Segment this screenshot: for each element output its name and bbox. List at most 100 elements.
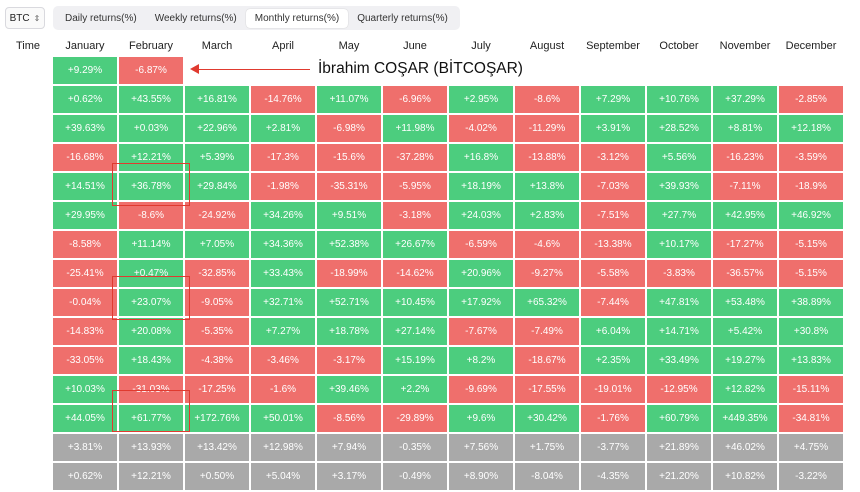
return-cell: +7.27% <box>251 318 315 345</box>
table-row: 2022 -16.68% +12.21% +5.39% -17.3% -15.6% -37.… <box>5 144 843 171</box>
return-cell: +9.29% <box>53 57 117 84</box>
return-cell: +37.29% <box>713 86 777 113</box>
return-cell: -1.6% <box>251 376 315 403</box>
column-header-month: August <box>529 39 565 52</box>
return-cell: -8.58% <box>53 231 117 258</box>
table-row: 2013 +44.05% +61.77% +172.76% +50.01% -8.56% -… <box>5 405 843 432</box>
return-cell: -14.83% <box>53 318 117 345</box>
return-cell: -3.17% <box>317 347 381 374</box>
return-cell: -7.51% <box>581 202 645 229</box>
tab-monthly-returns[interactable]: Monthly returns(%) <box>245 8 349 28</box>
return-cell: +24.03% <box>449 202 513 229</box>
return-cell: +60.79% <box>647 405 711 432</box>
tab-quarterly-returns[interactable]: Quarterly returns(%) <box>357 12 448 24</box>
return-cell: +7.29% <box>581 86 645 113</box>
return-cell: +18.43% <box>119 347 183 374</box>
column-header-month: December <box>785 39 837 52</box>
return-cell: +21.89% <box>647 434 711 461</box>
column-header-month: July <box>471 39 491 52</box>
tab-weekly-returns[interactable]: Weekly returns(%) <box>154 12 237 24</box>
return-cell: -5.15% <box>779 231 843 258</box>
return-cell: -15.11% <box>779 376 843 403</box>
return-cell: +1.75% <box>515 434 579 461</box>
return-cell: -9.27% <box>515 260 579 287</box>
return-cell: +10.45% <box>383 289 447 316</box>
return-cell: -1.76% <box>581 405 645 432</box>
return-cell: +0.62% <box>53 86 117 113</box>
return-cell: +33.49% <box>647 347 711 374</box>
return-cell: +3.81% <box>53 434 117 461</box>
return-cell: -17.3% <box>251 144 315 171</box>
return-cell: +4.75% <box>779 434 843 461</box>
year-label: 2024 <box>16 94 40 105</box>
column-header-month: January <box>65 39 105 52</box>
return-cell: +6.04% <box>581 318 645 345</box>
column-header-month: November <box>719 39 771 52</box>
return-cell: +172.76% <box>185 405 249 432</box>
year-label: 2021 <box>16 181 40 192</box>
tab-daily-returns[interactable]: Daily returns(%) <box>65 12 137 24</box>
column-header-month: April <box>271 39 294 52</box>
return-cell: -13.88% <box>515 144 579 171</box>
return-cell: +13.8% <box>515 173 579 200</box>
highlight-box-2021-february <box>112 163 190 206</box>
return-cell: +46.92% <box>779 202 843 229</box>
return-cell: -13.38% <box>581 231 645 258</box>
return-cell: -8.6% <box>119 202 183 229</box>
return-cell: +34.26% <box>251 202 315 229</box>
return-cell: +0.03% <box>119 115 183 142</box>
return-cell: +34.36% <box>251 231 315 258</box>
return-cell: +46.02% <box>713 434 777 461</box>
return-cell: +23.07% <box>119 289 183 316</box>
return-cell: -3.12% <box>581 144 645 171</box>
return-cell: +29.95% <box>53 202 117 229</box>
coin-selector[interactable]: BTC ⇕ <box>5 7 45 29</box>
return-cell: +50.01% <box>251 405 315 432</box>
return-cell: -7.03% <box>581 173 645 200</box>
return-cell: +12.98% <box>251 434 315 461</box>
return-cell: -9.05% <box>185 289 249 316</box>
return-cell: -0.35% <box>383 434 447 461</box>
empty-cell <box>515 57 579 84</box>
return-cell: +5.42% <box>713 318 777 345</box>
column-header-time: Time <box>15 39 41 52</box>
return-cell: -17.25% <box>185 376 249 403</box>
return-cell: +44.05% <box>53 405 117 432</box>
top-toolbar: BTC ⇕ Daily returns(%) Weekly returns(%)… <box>5 6 460 30</box>
return-cell: -12.95% <box>647 376 711 403</box>
return-cell: +11.07% <box>317 86 381 113</box>
return-cell: -4.02% <box>449 115 513 142</box>
return-cell: +47.81% <box>647 289 711 316</box>
return-cell: -25.41% <box>53 260 117 287</box>
return-cell: -6.59% <box>449 231 513 258</box>
return-cell: +30.8% <box>779 318 843 345</box>
return-cell: -8.56% <box>317 405 381 432</box>
return-cell: +10.17% <box>647 231 711 258</box>
monthly-returns-table: Time January February March April May Ju… <box>3 34 845 492</box>
return-cell: -31.03% <box>119 376 183 403</box>
highlight-box-2013-february <box>112 390 190 432</box>
return-cell: -3.46% <box>251 347 315 374</box>
header-row: Time January February March April May Ju… <box>5 36 843 55</box>
summary-label: Median <box>11 471 45 482</box>
table-row: 2021 +14.51% +36.78% +29.84% -1.98% -35.31% -5… <box>5 173 843 200</box>
return-cell: +12.82% <box>713 376 777 403</box>
return-cell: +7.56% <box>449 434 513 461</box>
year-label: 2020 <box>16 210 40 221</box>
table-row: 2014 +10.03% -31.03% -17.25% -1.6% +39.46% +2.… <box>5 376 843 403</box>
return-cell: +65.32% <box>515 289 579 316</box>
return-cell: +13.42% <box>185 434 249 461</box>
return-cell: +14.51% <box>53 173 117 200</box>
return-cell: +8.2% <box>449 347 513 374</box>
return-cell: -8.6% <box>515 86 579 113</box>
return-cell: +5.39% <box>185 144 249 171</box>
return-cell: +7.05% <box>185 231 249 258</box>
return-cell: +16.81% <box>185 86 249 113</box>
return-cell: -18.99% <box>317 260 381 287</box>
table-row: 2024 +0.62% +43.55% +16.81% -14.76% +11.07% -6… <box>5 86 843 113</box>
return-cell: +11.14% <box>119 231 183 258</box>
return-cell: -3.83% <box>647 260 711 287</box>
return-cell: +39.63% <box>53 115 117 142</box>
return-cell: -19.01% <box>581 376 645 403</box>
return-cell: +39.46% <box>317 376 381 403</box>
